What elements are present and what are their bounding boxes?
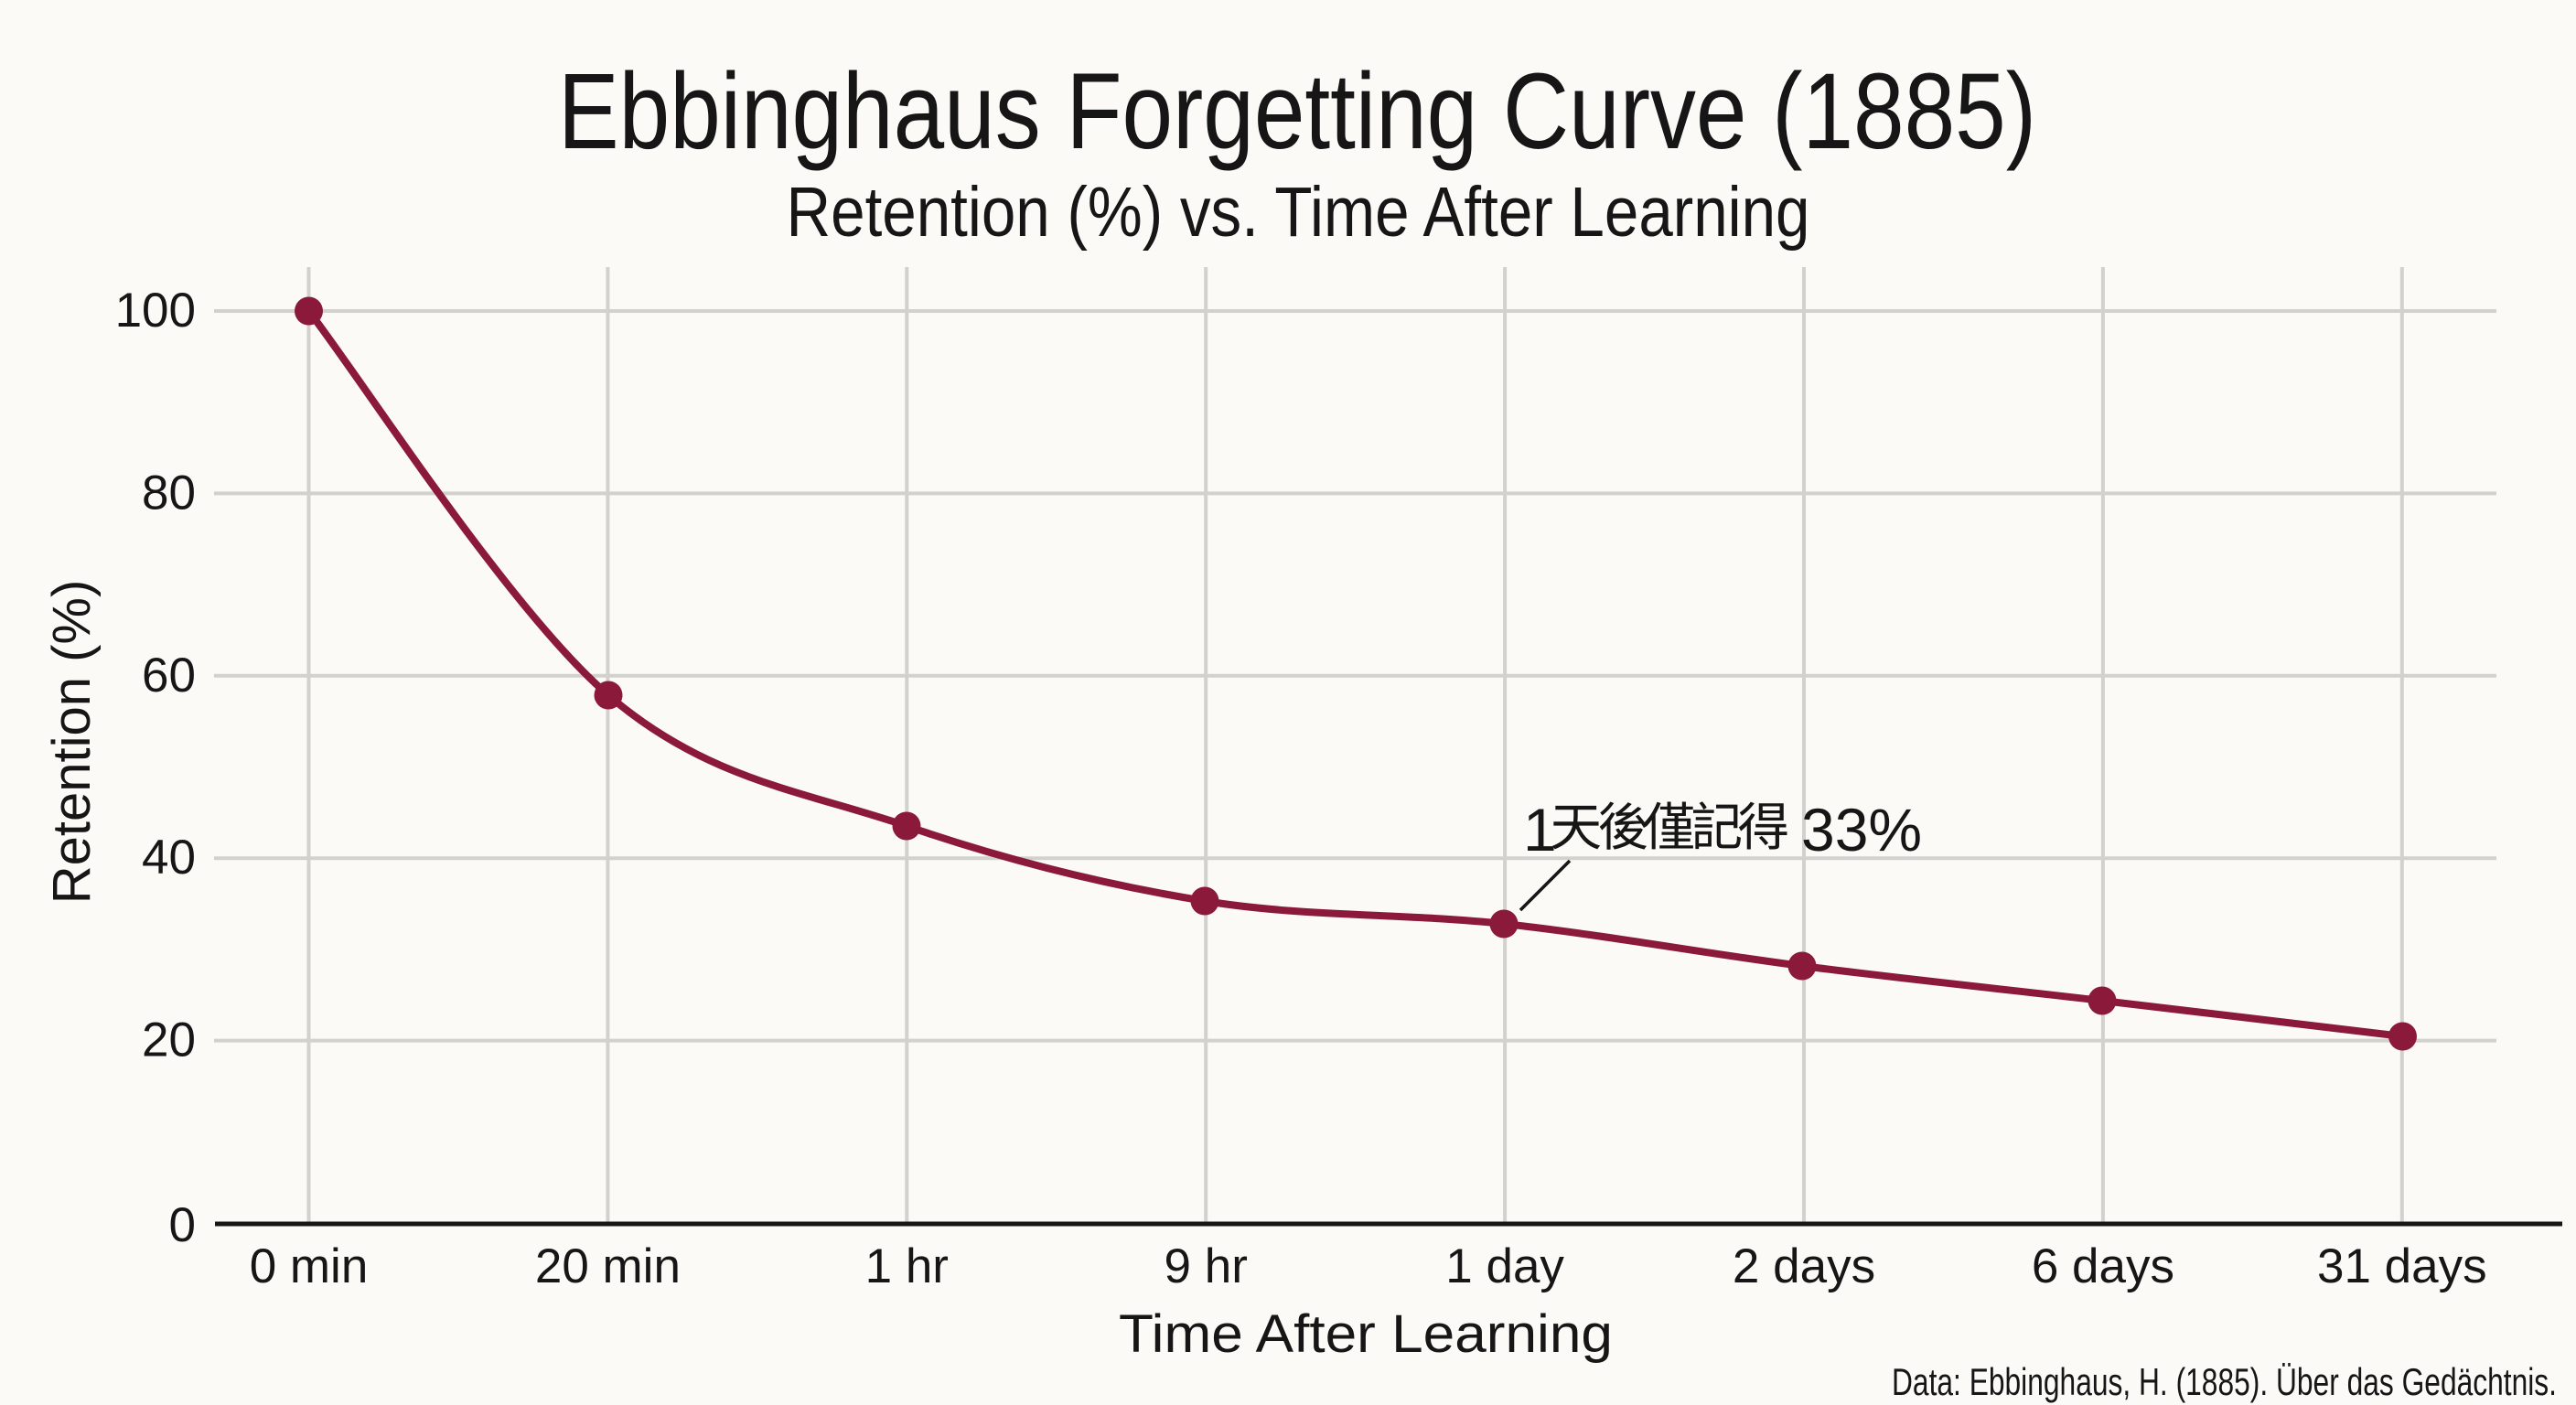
svg-text:1 day: 1 day [1445,1239,1564,1293]
svg-text:2 days: 2 days [1733,1239,1875,1293]
svg-text:33%: 33% [1801,796,1922,863]
svg-text:60: 60 [142,649,196,702]
svg-text:Data: Ebbinghaus, H. (1885). Ü: Data: Ebbinghaus, H. (1885). Über das Ge… [1892,1360,2557,1403]
svg-text:20 min: 20 min [535,1239,681,1293]
svg-text:100: 100 [115,284,196,338]
svg-text:9 hr: 9 hr [1165,1239,1248,1293]
svg-text:Retention (%) vs. Time After L: Retention (%) vs. Time After Learning [787,173,1810,252]
svg-text:Retention (%): Retention (%) [42,580,102,905]
svg-text:0: 0 [169,1198,196,1252]
svg-text:40: 40 [142,831,196,885]
svg-text:Ebbinghaus Forgetting Curve (1: Ebbinghaus Forgetting Curve (1885) [558,51,2036,172]
svg-text:6 days: 6 days [2032,1239,2174,1293]
svg-text:0 min: 0 min [250,1239,369,1293]
svg-text:1: 1 [1523,796,1557,863]
svg-text:31 days: 31 days [2317,1239,2487,1293]
svg-text:Time After Learning: Time After Learning [1119,1304,1613,1364]
svg-text:20: 20 [142,1014,196,1067]
svg-text:80: 80 [142,466,196,520]
svg-text:1 hr: 1 hr [865,1239,949,1293]
